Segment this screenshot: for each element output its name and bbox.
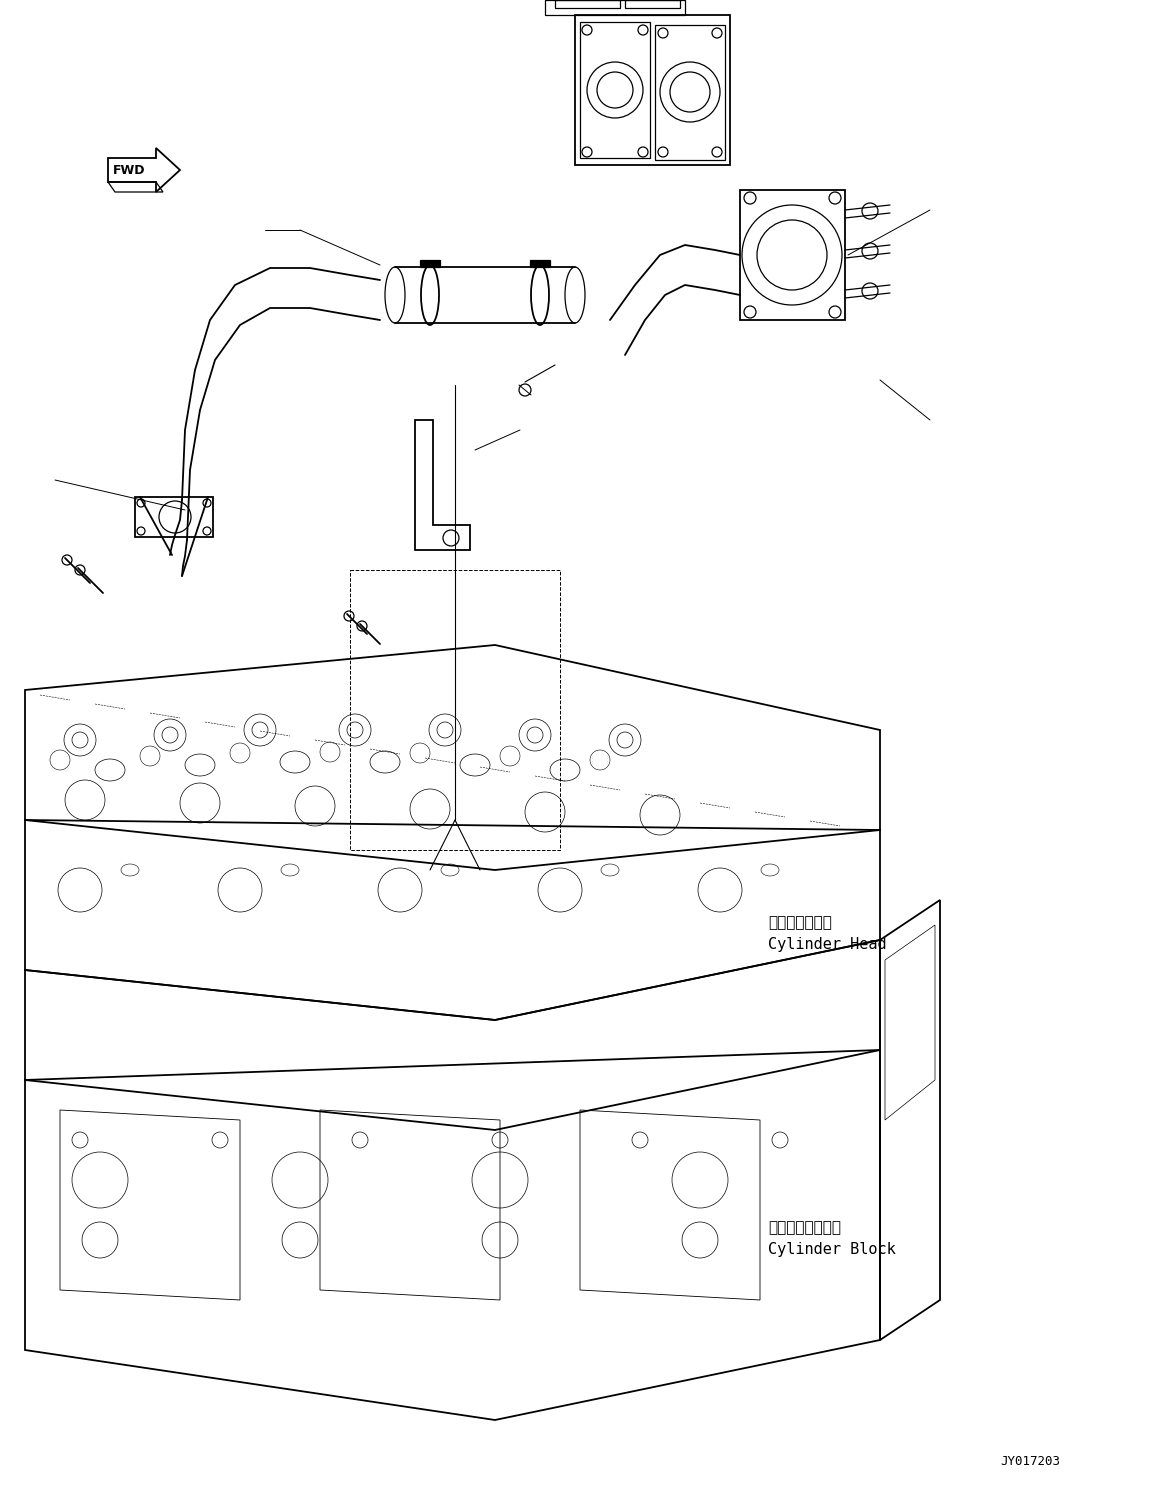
- Text: シリンダブロック: シリンダブロック: [768, 1220, 841, 1235]
- Text: FWD: FWD: [113, 164, 145, 177]
- Polygon shape: [420, 260, 440, 266]
- Text: シリンダヘッド: シリンダヘッド: [768, 915, 832, 930]
- Text: JY017203: JY017203: [1000, 1455, 1059, 1469]
- Polygon shape: [530, 260, 550, 266]
- Text: Cylinder Block: Cylinder Block: [768, 1242, 896, 1257]
- Text: Cylinder Head: Cylinder Head: [768, 937, 886, 952]
